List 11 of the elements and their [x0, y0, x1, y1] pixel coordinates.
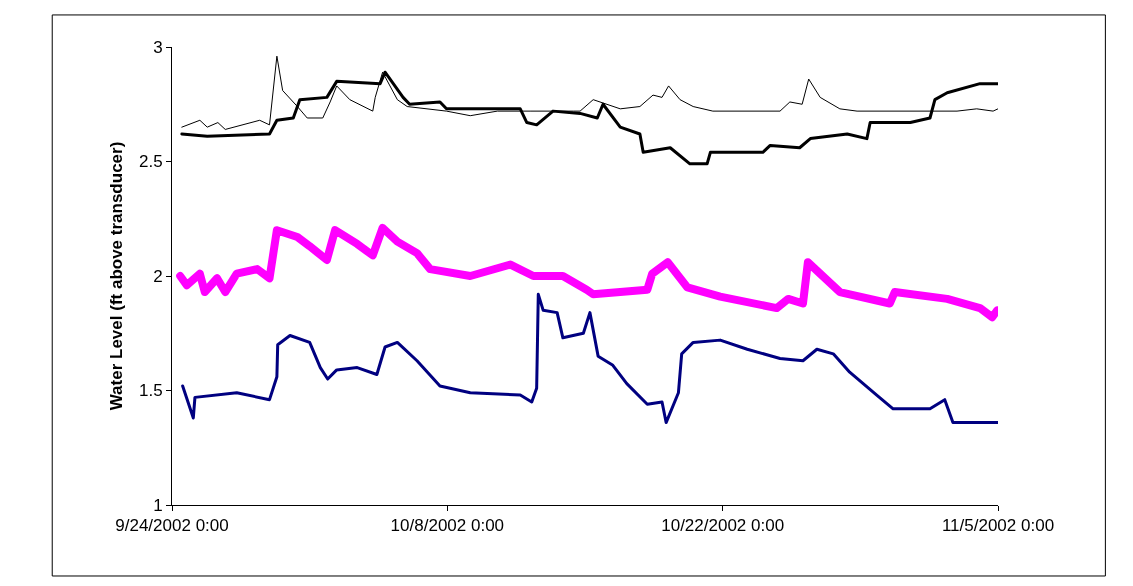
x-tick-label: 10/8/2002 0:00 [390, 516, 505, 536]
y-axis-title: Water Level (ft above transducer) [106, 141, 126, 411]
y-tick-label: 2 [153, 266, 163, 286]
y-tick-label: 1.5 [138, 381, 163, 401]
line-series [181, 292, 998, 425]
y-tick-label: 3 [153, 37, 163, 57]
x-tick-label: 9/24/2002 0:00 [115, 516, 229, 536]
y-tick-label: 2.5 [138, 152, 163, 172]
y-tick-label: 1 [153, 495, 163, 515]
x-tick-label: 10/22/2002 0:00 [661, 516, 785, 536]
x-tick-label: 11/5/2002 0:00 [941, 516, 1055, 536]
